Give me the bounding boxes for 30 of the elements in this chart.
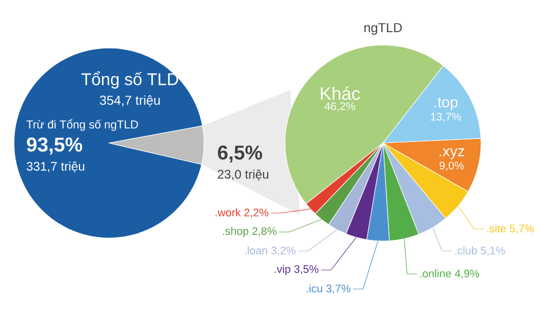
data-label: 9,0% xyxy=(440,162,464,171)
data-label: 46,2% xyxy=(324,102,356,112)
data-label: 13,7% xyxy=(431,112,461,122)
data-label: 4,9% xyxy=(454,270,480,279)
data-label: 3,5% xyxy=(294,265,318,274)
slice-label: Trừ đi Tổng số ngTLD xyxy=(26,119,138,131)
data-label: 93,5% xyxy=(26,138,82,154)
slice-label: .top xyxy=(434,98,458,110)
slice-label: .site xyxy=(487,224,506,232)
slice-label: .shop xyxy=(222,226,248,238)
chart-title: ngTLD xyxy=(364,23,402,35)
text: 331,7 triệu xyxy=(26,162,84,172)
slice-label: .icu xyxy=(306,284,322,292)
data-label: 2,2% xyxy=(244,208,268,218)
data-label: 5,1% xyxy=(480,246,505,256)
data-label: 5,7% xyxy=(510,224,534,234)
data-label: 3,7% xyxy=(326,284,350,294)
text: Tổng số TLD xyxy=(81,71,178,89)
slice-label: .vip xyxy=(274,264,290,276)
text: 23,0 triệu xyxy=(218,170,268,180)
text: 354,7 triệu xyxy=(100,95,160,107)
slice-label: Khác xyxy=(320,86,360,100)
data-label: 3,2% xyxy=(271,246,296,256)
slice-label: .online xyxy=(420,269,452,278)
data-label: 2,8% xyxy=(252,227,276,236)
slice-label: .work xyxy=(216,208,241,216)
slice-label: .xyz xyxy=(440,148,464,160)
slice-label: .club xyxy=(455,246,477,254)
slice-label: .loan xyxy=(245,246,268,254)
data-label: 6,5% xyxy=(218,146,262,162)
